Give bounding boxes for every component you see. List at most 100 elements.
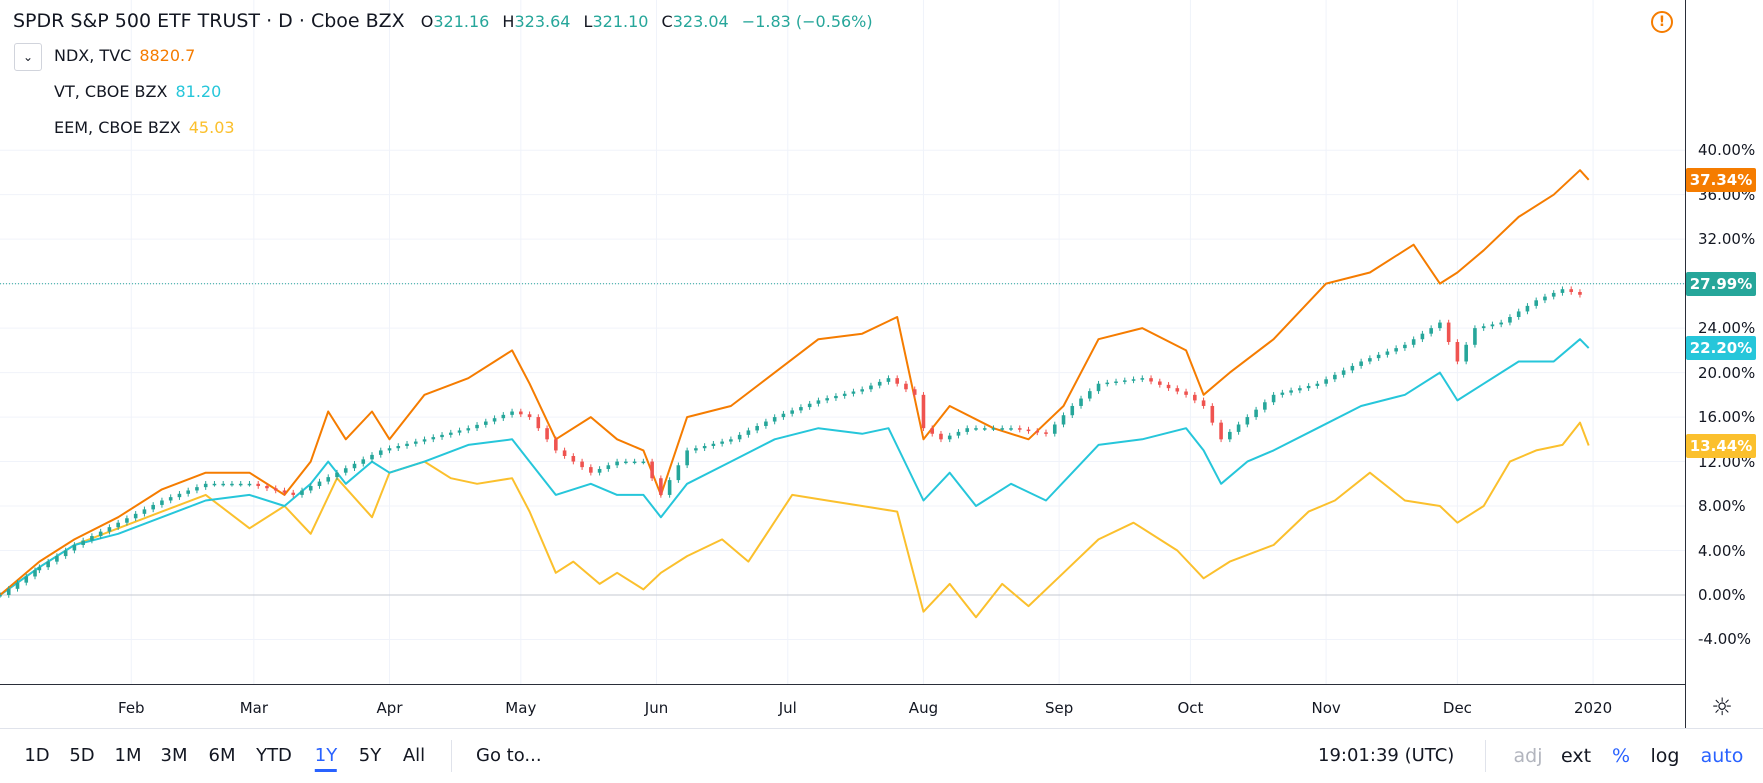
range-button-6m[interactable]: 6M: [208, 745, 236, 766]
candle-body[interactable]: [1105, 382, 1110, 385]
candle-body[interactable]: [160, 500, 164, 505]
candle-body[interactable]: [790, 410, 794, 414]
candle-body[interactable]: [1061, 415, 1066, 425]
candle-body[interactable]: [291, 492, 296, 495]
candle-body[interactable]: [947, 435, 952, 440]
candle-body[interactable]: [1516, 311, 1521, 317]
candle-body[interactable]: [413, 441, 418, 444]
candle-body[interactable]: [860, 389, 864, 392]
candle-body[interactable]: [405, 443, 409, 446]
candle-body[interactable]: [1385, 351, 1390, 355]
candle-body[interactable]: [974, 428, 978, 430]
candle-body[interactable]: [440, 434, 444, 438]
candle-body[interactable]: [177, 493, 182, 498]
candle-body[interactable]: [1210, 405, 1215, 423]
candle-body[interactable]: [396, 445, 401, 449]
candle-body[interactable]: [142, 509, 147, 514]
candle-body[interactable]: [1464, 344, 1468, 362]
candle-body[interactable]: [1481, 326, 1486, 329]
candle-body[interactable]: [1219, 422, 1223, 440]
candle-body[interactable]: [195, 487, 199, 491]
candle-body[interactable]: [361, 459, 366, 464]
candle-body[interactable]: [781, 413, 786, 418]
candle-body[interactable]: [282, 490, 287, 493]
candle-body[interactable]: [1341, 370, 1346, 375]
candle-body[interactable]: [694, 448, 698, 451]
candle-body[interactable]: [904, 383, 908, 390]
candle-body[interactable]: [212, 483, 217, 486]
candle-body[interactable]: [807, 403, 812, 408]
candle-body[interactable]: [1193, 394, 1197, 401]
candle-body[interactable]: [256, 483, 261, 487]
candle-body[interactable]: [536, 417, 541, 429]
candle-body[interactable]: [343, 468, 348, 473]
candle-body[interactable]: [422, 439, 427, 442]
candle-body[interactable]: [702, 445, 707, 449]
candle-body[interactable]: [1166, 384, 1171, 389]
candle-body[interactable]: [632, 461, 637, 464]
candle-body[interactable]: [1158, 381, 1162, 385]
candle-body[interactable]: [1368, 358, 1372, 362]
candle-body[interactable]: [317, 481, 322, 487]
candle-body[interactable]: [1271, 394, 1276, 403]
candle-body[interactable]: [1569, 289, 1574, 292]
candle-body[interactable]: [1403, 344, 1407, 349]
candle-body[interactable]: [24, 576, 29, 583]
candle-body[interactable]: [1333, 374, 1337, 380]
candle-body[interactable]: [1052, 424, 1057, 434]
candle-body[interactable]: [107, 527, 112, 532]
candle-body[interactable]: [1079, 398, 1083, 406]
candle-body[interactable]: [15, 582, 20, 589]
candle-body[interactable]: [151, 504, 155, 510]
candle-body[interactable]: [930, 428, 935, 434]
candle-body[interactable]: [1359, 361, 1363, 366]
candle-body[interactable]: [1070, 405, 1075, 416]
candle-body[interactable]: [230, 483, 234, 486]
candle-body[interactable]: [877, 381, 882, 386]
candle-body[interactable]: [912, 389, 917, 395]
candle-body[interactable]: [554, 439, 558, 451]
scale-option-auto[interactable]: auto: [1700, 745, 1744, 767]
candle-body[interactable]: [72, 544, 77, 551]
candle-body[interactable]: [98, 531, 103, 537]
candle-body[interactable]: [685, 450, 689, 466]
candle-body[interactable]: [81, 540, 85, 545]
candle-body[interactable]: [1499, 322, 1503, 325]
candle-body[interactable]: [641, 461, 646, 464]
candle-body[interactable]: [1017, 428, 1022, 430]
candle-body[interactable]: [965, 428, 970, 432]
candle-body[interactable]: [1175, 388, 1180, 392]
candle-body[interactable]: [1280, 392, 1285, 395]
clock-display[interactable]: 19:01:39 (UTC): [1318, 745, 1455, 766]
candle-body[interactable]: [842, 393, 847, 396]
candle-body[interactable]: [527, 414, 532, 418]
candle-body[interactable]: [615, 461, 619, 466]
candle-body[interactable]: [510, 411, 514, 415]
candle-body[interactable]: [737, 434, 742, 440]
candle-body[interactable]: [1228, 431, 1232, 440]
candle-body[interactable]: [168, 497, 173, 501]
candle-body[interactable]: [37, 567, 42, 571]
candle-body[interactable]: [466, 428, 471, 431]
scale-option-percent[interactable]: %: [1611, 745, 1631, 767]
candle-body[interactable]: [1236, 424, 1241, 432]
candle-body[interactable]: [772, 417, 777, 422]
candle-body[interactable]: [589, 467, 593, 473]
candle-body[interactable]: [869, 385, 873, 390]
candle-body[interactable]: [300, 490, 304, 495]
legend-row-ndx[interactable]: NDX, TVC 8820.7: [54, 46, 195, 65]
candle-body[interactable]: [667, 480, 672, 495]
candle-body[interactable]: [273, 488, 278, 491]
candle-body[interactable]: [431, 437, 436, 440]
candle-body[interactable]: [1289, 390, 1293, 393]
candle-body[interactable]: [659, 478, 663, 495]
candle-body[interactable]: [0, 595, 2, 597]
warning-icon[interactable]: !: [1651, 11, 1673, 33]
candle-body[interactable]: [1473, 328, 1477, 345]
candle-body[interactable]: [1560, 289, 1565, 293]
candle-body[interactable]: [991, 428, 996, 430]
candle-body[interactable]: [755, 425, 759, 431]
candle-body[interactable]: [133, 513, 138, 519]
legend-row-eem[interactable]: EEM, CBOE BZX 45.03: [54, 118, 235, 137]
candle-body[interactable]: [1534, 300, 1538, 306]
